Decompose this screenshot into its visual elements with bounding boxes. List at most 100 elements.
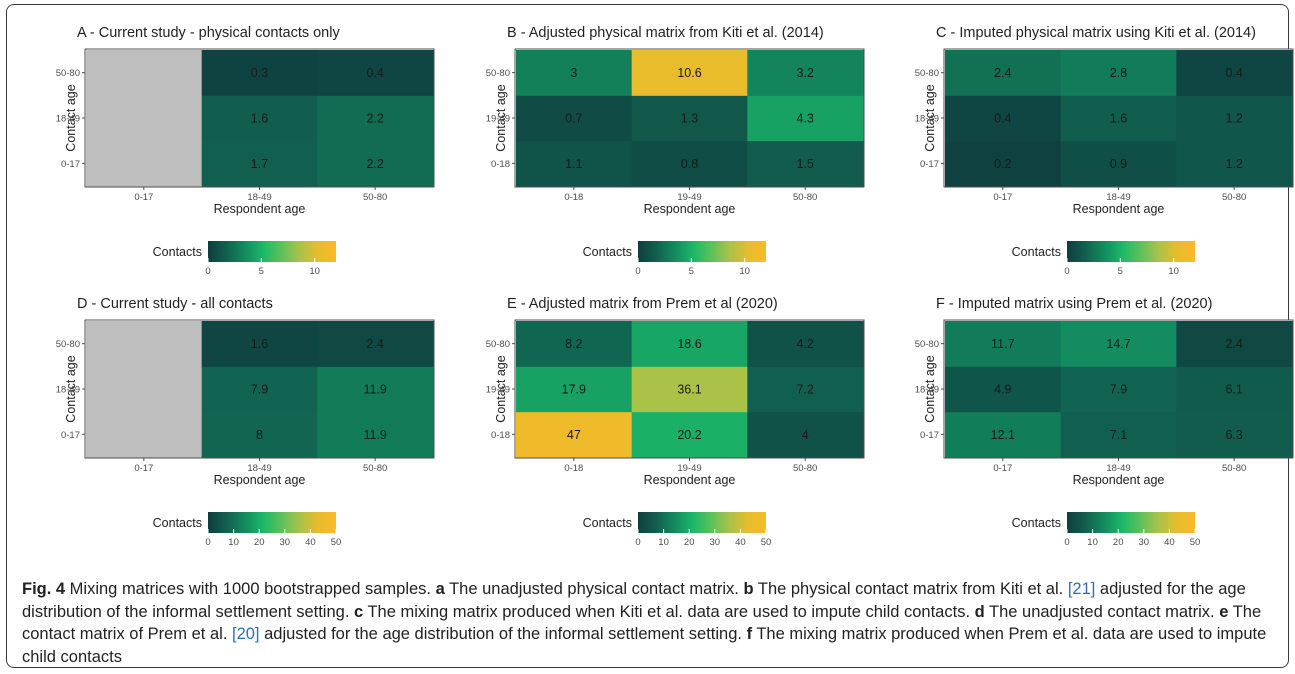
heatmap-cell [86, 366, 203, 413]
heatmap-cell [317, 411, 434, 458]
x-axis-title: Respondent age [644, 202, 736, 216]
y-tick-label: 0-17 [920, 159, 939, 170]
cell-label: 1.6 [251, 337, 268, 351]
heatmap-cell [1176, 50, 1293, 96]
x-tick-label: 0-18 [564, 463, 583, 474]
heatmap-cell [945, 321, 1062, 367]
cell-label: 12.1 [991, 428, 1015, 442]
y-tick-label: 50-80 [915, 339, 939, 350]
heatmap-cell [747, 321, 864, 367]
heatmap-panel: B - Adjusted physical matrix from Kiti e… [486, 25, 865, 277]
cell-label: 4.3 [796, 112, 813, 126]
cell-label: 0.3 [251, 66, 268, 80]
heatmap-cell [1060, 366, 1177, 413]
caption-ref-20[interactable]: [20] [232, 625, 260, 643]
legend-tick-label: 30 [1139, 537, 1150, 548]
heatmap-cell [1060, 50, 1177, 96]
cell-label: 0.8 [681, 157, 698, 171]
heatmap-cell [317, 140, 434, 187]
heatmap-cell [631, 366, 748, 413]
caption-f-label: f [746, 625, 753, 643]
heatmap-cell [86, 411, 203, 458]
legend-tick-label: 40 [305, 537, 316, 548]
x-tick-label: 0-17 [993, 463, 1012, 474]
heatmap-cell [945, 95, 1062, 142]
legend-tick-label: 0 [205, 266, 210, 277]
heatmap-cell [747, 140, 864, 187]
heatmap-cell [201, 140, 318, 187]
x-tick-label: 50-80 [363, 463, 387, 474]
panel-title: E - Adjusted matrix from Prem et al (202… [507, 296, 778, 312]
cell-label: 3.2 [796, 66, 813, 80]
caption-f-text: The mixing matrix produced when Prem et … [22, 625, 1267, 666]
y-tick-label: 19-49 [486, 114, 510, 125]
cell-label: 11.7 [991, 337, 1014, 351]
heatmap-cell [747, 366, 864, 413]
heatmap-cell [516, 50, 633, 96]
caption-b-label: b [743, 580, 754, 598]
heatmap-cell [945, 140, 1062, 187]
panel-title: B - Adjusted physical matrix from Kiti e… [507, 25, 824, 41]
heatmap-cell [747, 95, 864, 142]
cell-label: 2.8 [1110, 66, 1127, 80]
heatmap-cell [516, 140, 633, 187]
heatmap-cell [1060, 321, 1177, 367]
cell-label: 8.2 [565, 337, 582, 351]
heatmap-cell [317, 321, 434, 367]
legend-colorbar [1067, 241, 1195, 262]
cell-label: 3 [570, 66, 577, 80]
heatmap-cell [201, 366, 318, 413]
heatmap-panel: E - Adjusted matrix from Prem et al (202… [486, 296, 865, 548]
heatmap-cell [1176, 321, 1293, 367]
y-tick-label: 0-17 [920, 430, 939, 441]
y-axis-title: Contact age [64, 355, 78, 422]
x-tick-label: 0-17 [993, 192, 1012, 203]
heatmap-cell [1176, 366, 1293, 413]
legend-tick-label: 10 [309, 266, 320, 277]
cell-label: 47 [567, 428, 581, 442]
heatmap-cell [86, 95, 203, 142]
legend-tick-label: 5 [259, 266, 264, 277]
panel-title: C - Imputed physical matrix using Kiti e… [936, 25, 1256, 41]
legend-tick-label: 40 [1164, 537, 1175, 548]
cell-label: 0.2 [994, 157, 1011, 171]
legend-colorbar [208, 512, 336, 533]
legend-tick-label: 40 [735, 537, 746, 548]
caption-e-label: e [1219, 602, 1229, 621]
legend-tick-label: 30 [710, 537, 721, 548]
heatmap-cell [945, 366, 1062, 413]
panel-title: F - Imputed matrix using Prem et al. (20… [936, 296, 1212, 312]
y-tick-label: 18-49 [915, 385, 939, 396]
cell-label: 7.2 [796, 383, 813, 397]
cell-label: 1.6 [251, 112, 268, 126]
heatmap-cell [631, 321, 748, 367]
caption-d-text: The unadjusted contact matrix. [984, 602, 1220, 621]
cell-label: 1.2 [1225, 157, 1242, 171]
heatmap-cell [1060, 95, 1177, 142]
legend-colorbar [638, 512, 766, 533]
legend-tick-label: 20 [1113, 537, 1124, 548]
figure-caption: Fig. 4 Mixing matrices with 1000 bootstr… [22, 578, 1274, 668]
legend-tick-label: 10 [1168, 266, 1179, 277]
heatmap-cell [317, 50, 434, 96]
legend-tick-label: 10 [739, 266, 750, 277]
heatmap-panel: C - Imputed physical matrix using Kiti e… [915, 25, 1294, 277]
x-tick-label: 19-49 [677, 463, 701, 474]
y-tick-label: 50-80 [486, 68, 510, 79]
cell-label: 10.6 [677, 66, 701, 80]
cell-label: 1.5 [796, 157, 813, 171]
heatmap-cell [201, 50, 318, 96]
cell-label: 14.7 [1106, 337, 1130, 351]
panel-title: A - Current study - physical contacts on… [77, 25, 340, 41]
legend-title: Contacts [1012, 245, 1061, 259]
heatmap-cell [201, 321, 318, 367]
caption-ref-21[interactable]: [21] [1067, 580, 1096, 598]
cell-label: 2.2 [366, 112, 383, 126]
heatmap-cell [201, 411, 318, 458]
x-tick-label: 50-80 [793, 463, 817, 474]
